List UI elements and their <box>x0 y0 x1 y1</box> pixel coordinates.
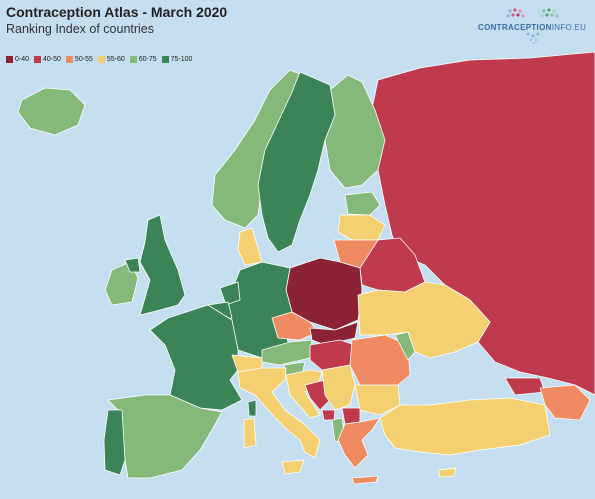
country-netherlands[interactable] <box>219 281 241 306</box>
country-armenia-azerbaijan[interactable] <box>539 384 591 421</box>
country-united-kingdom[interactable] <box>139 214 186 316</box>
map-title: Contraception Atlas - March 2020 <box>6 4 228 20</box>
legend-item[interactable]: 75-100 <box>161 56 193 63</box>
legend-label: 0-40 <box>15 56 30 63</box>
map-subtitle: Ranking Index of countries <box>6 22 155 36</box>
country-italy-sardinia[interactable] <box>243 417 257 449</box>
legend-swatch <box>161 56 169 63</box>
legend-swatch <box>34 56 42 63</box>
country-georgia[interactable] <box>504 377 546 396</box>
country-turkey[interactable] <box>379 397 551 456</box>
country-latvia[interactable] <box>337 214 386 241</box>
map-header: Contraception Atlas - March 2020 Ranking… <box>6 4 227 37</box>
legend-item[interactable]: 40-50 <box>34 56 61 63</box>
country-north-macedonia[interactable] <box>341 407 361 425</box>
country-italy-sicily[interactable] <box>281 459 305 475</box>
logo-text: CONTRACEPTIONINFO.EU <box>478 23 586 32</box>
legend-item[interactable]: 0-40 <box>6 56 29 63</box>
country-iceland[interactable] <box>17 87 86 136</box>
country-montenegro[interactable] <box>321 409 336 421</box>
legend-item[interactable]: 50-55 <box>65 56 93 63</box>
legend: 0-40 40-50 50-55 55-60 60-75 75-100 <box>6 56 197 63</box>
country-sweden[interactable] <box>257 71 336 253</box>
country-estonia[interactable] <box>344 191 381 216</box>
country-croatia[interactable] <box>285 369 323 419</box>
country-greece[interactable] <box>337 417 381 469</box>
legend-swatch <box>97 56 105 63</box>
logo-heart-icon <box>506 8 559 44</box>
legend-label: 55-60 <box>106 56 125 63</box>
country-romania[interactable] <box>349 334 411 386</box>
country-cyprus[interactable] <box>437 467 457 478</box>
legend-label: 75-100 <box>170 56 193 63</box>
logo-text-light: INFO.EU <box>551 23 587 32</box>
country-ukraine[interactable] <box>357 281 491 359</box>
legend-item[interactable]: 55-60 <box>97 56 125 63</box>
country-france[interactable] <box>149 304 243 411</box>
legend-item[interactable]: 60-75 <box>129 56 157 63</box>
contraception-info-logo[interactable]: CONTRACEPTIONINFO.EU <box>478 6 588 46</box>
country-greece-crete[interactable] <box>351 475 379 485</box>
legend-label: 60-75 <box>138 56 157 63</box>
country-portugal[interactable] <box>103 409 126 476</box>
country-italy[interactable] <box>237 367 321 459</box>
country-germany[interactable] <box>227 261 293 359</box>
country-northern-ireland[interactable] <box>124 257 141 273</box>
legend-label: 50-55 <box>74 56 93 63</box>
country-france-corsica[interactable] <box>247 399 257 417</box>
legend-swatch <box>65 56 73 63</box>
logo-text-bold: CONTRACEPTION <box>478 23 552 32</box>
country-denmark[interactable] <box>237 227 263 266</box>
legend-label: 40-50 <box>43 56 61 63</box>
legend-swatch <box>129 56 137 63</box>
legend-swatch <box>6 56 13 63</box>
